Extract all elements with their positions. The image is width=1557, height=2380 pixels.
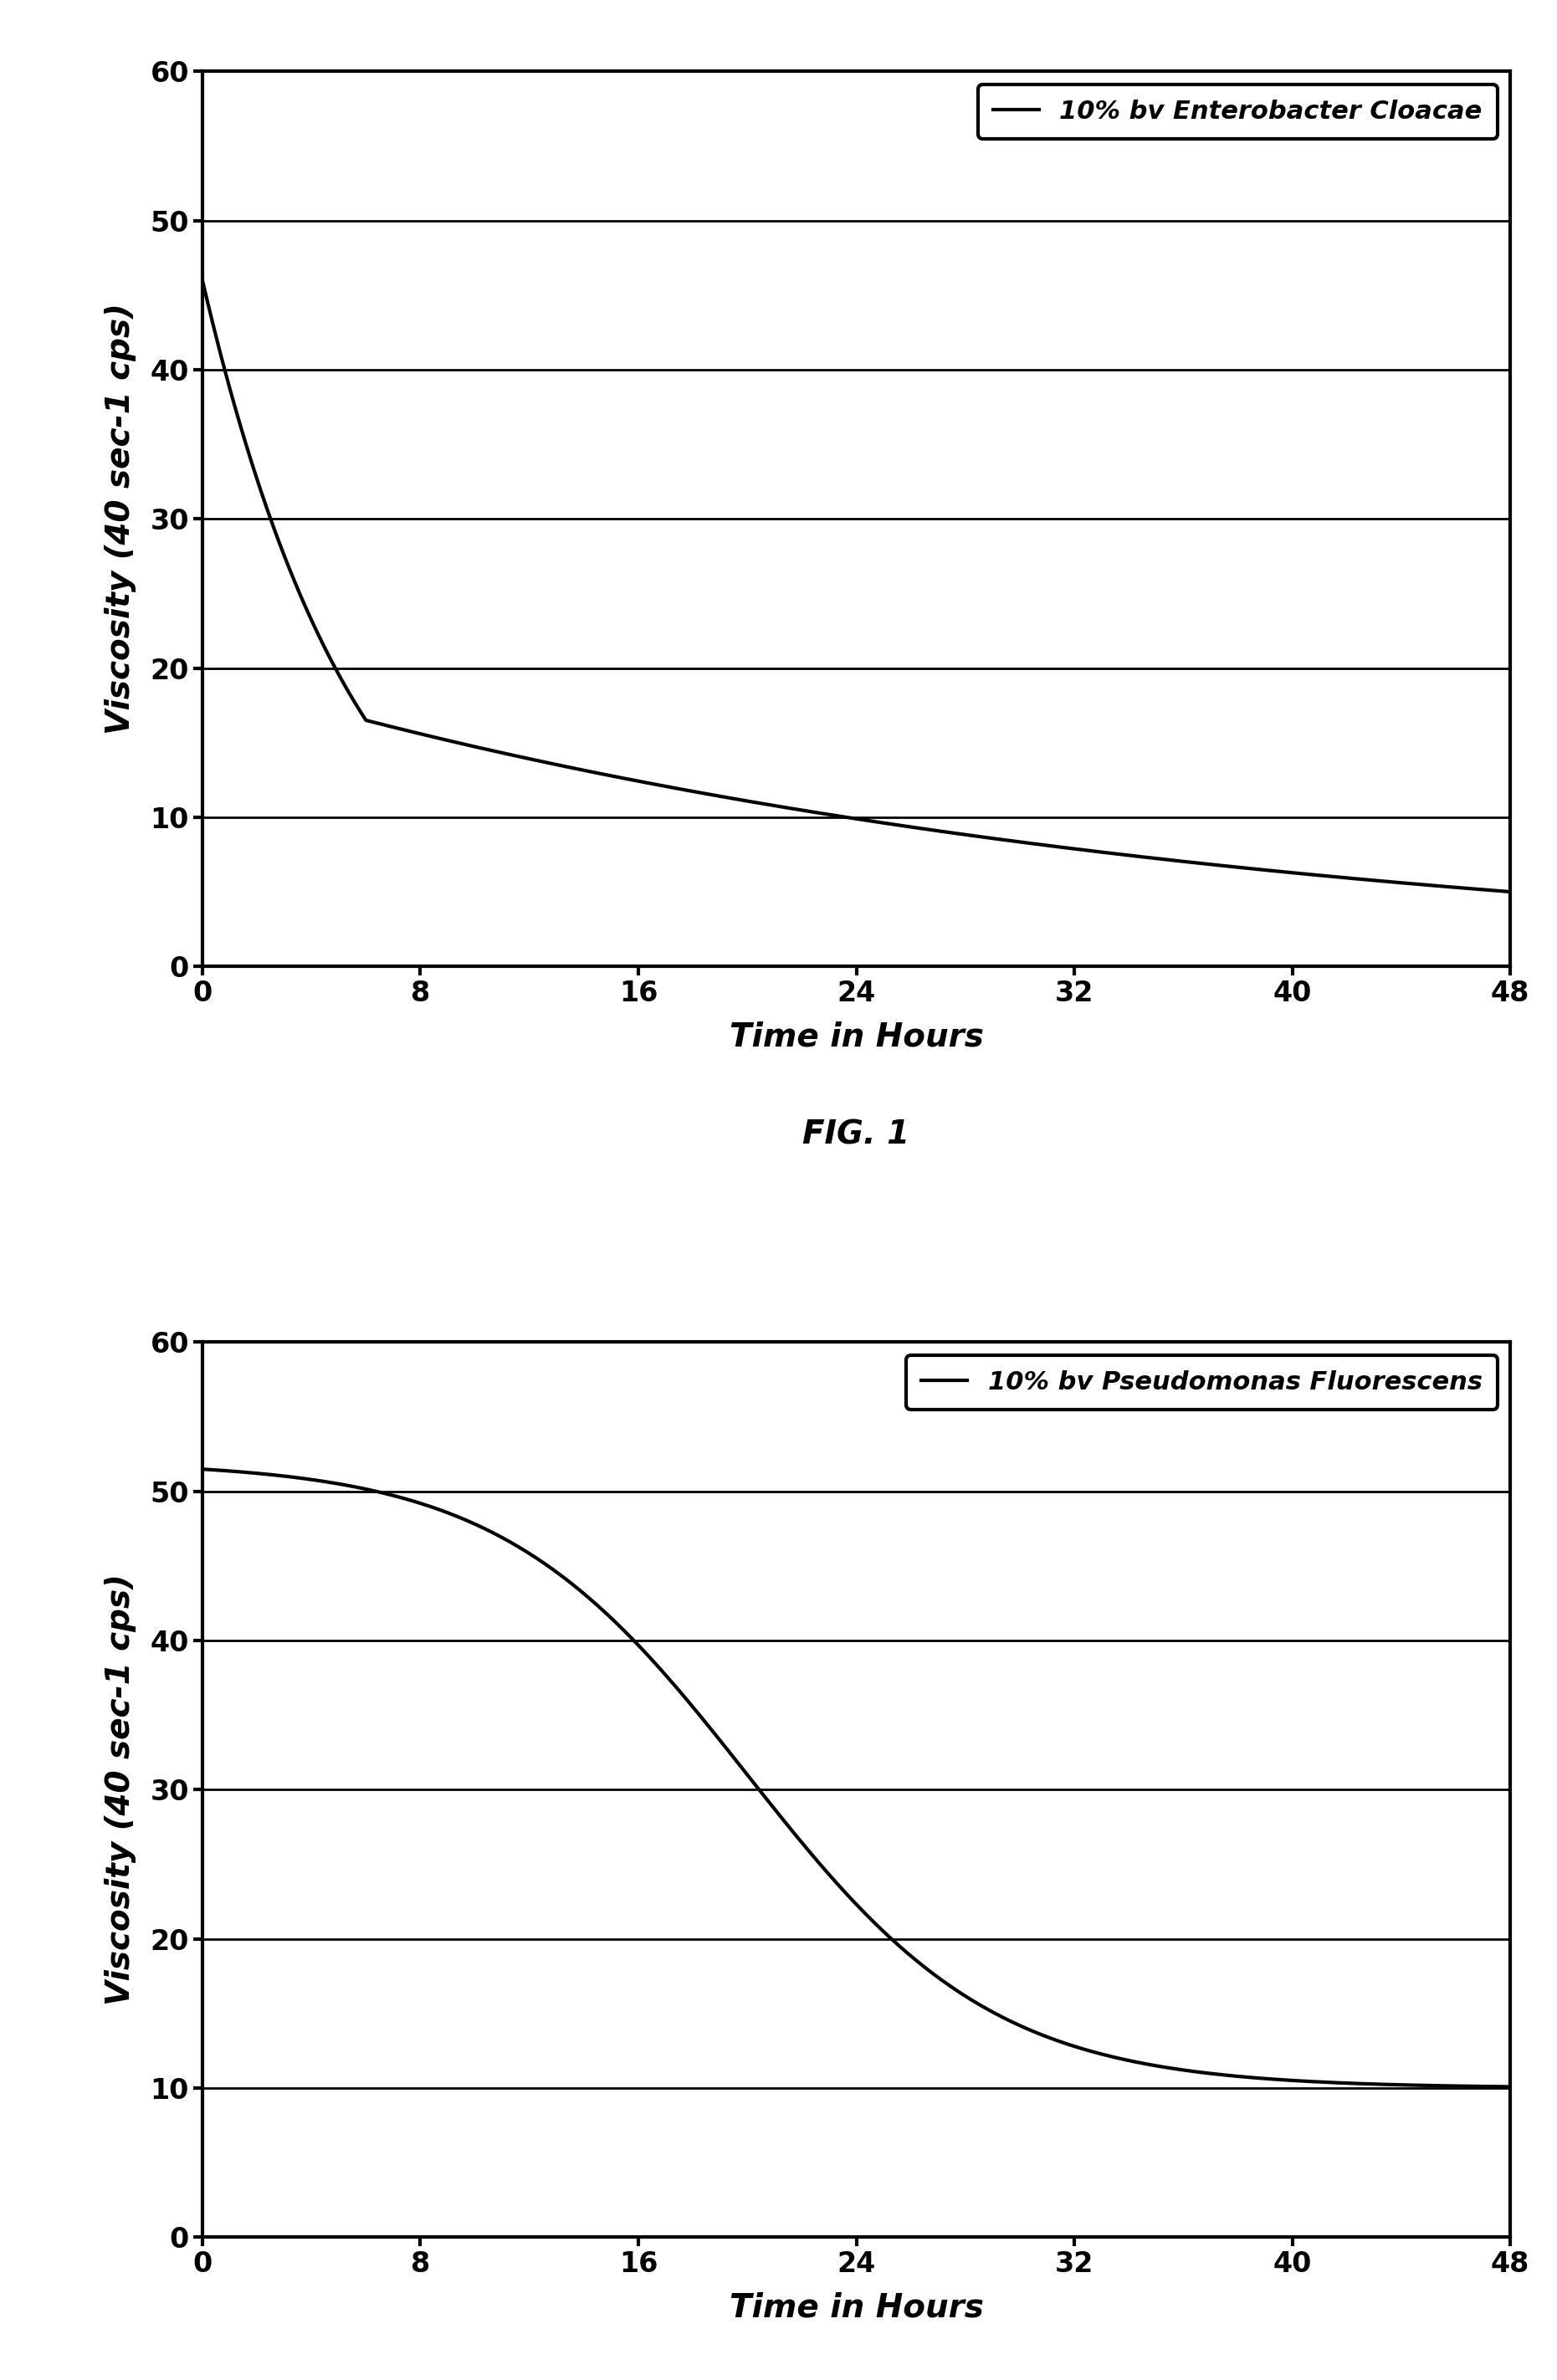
Y-axis label: Viscosity (40 sec-1 cps): Viscosity (40 sec-1 cps)	[104, 1573, 135, 2006]
Legend: 10% bv Pseudomonas Fluorescens: 10% bv Pseudomonas Fluorescens	[906, 1354, 1498, 1409]
X-axis label: Time in Hours: Time in Hours	[729, 1021, 984, 1052]
Text: FIG. 1: FIG. 1	[803, 1119, 909, 1150]
Y-axis label: Viscosity (40 sec-1 cps): Viscosity (40 sec-1 cps)	[104, 302, 135, 735]
Legend: 10% bv Enterobacter Cloacae: 10% bv Enterobacter Cloacae	[978, 83, 1498, 138]
X-axis label: Time in Hours: Time in Hours	[729, 2292, 984, 2323]
